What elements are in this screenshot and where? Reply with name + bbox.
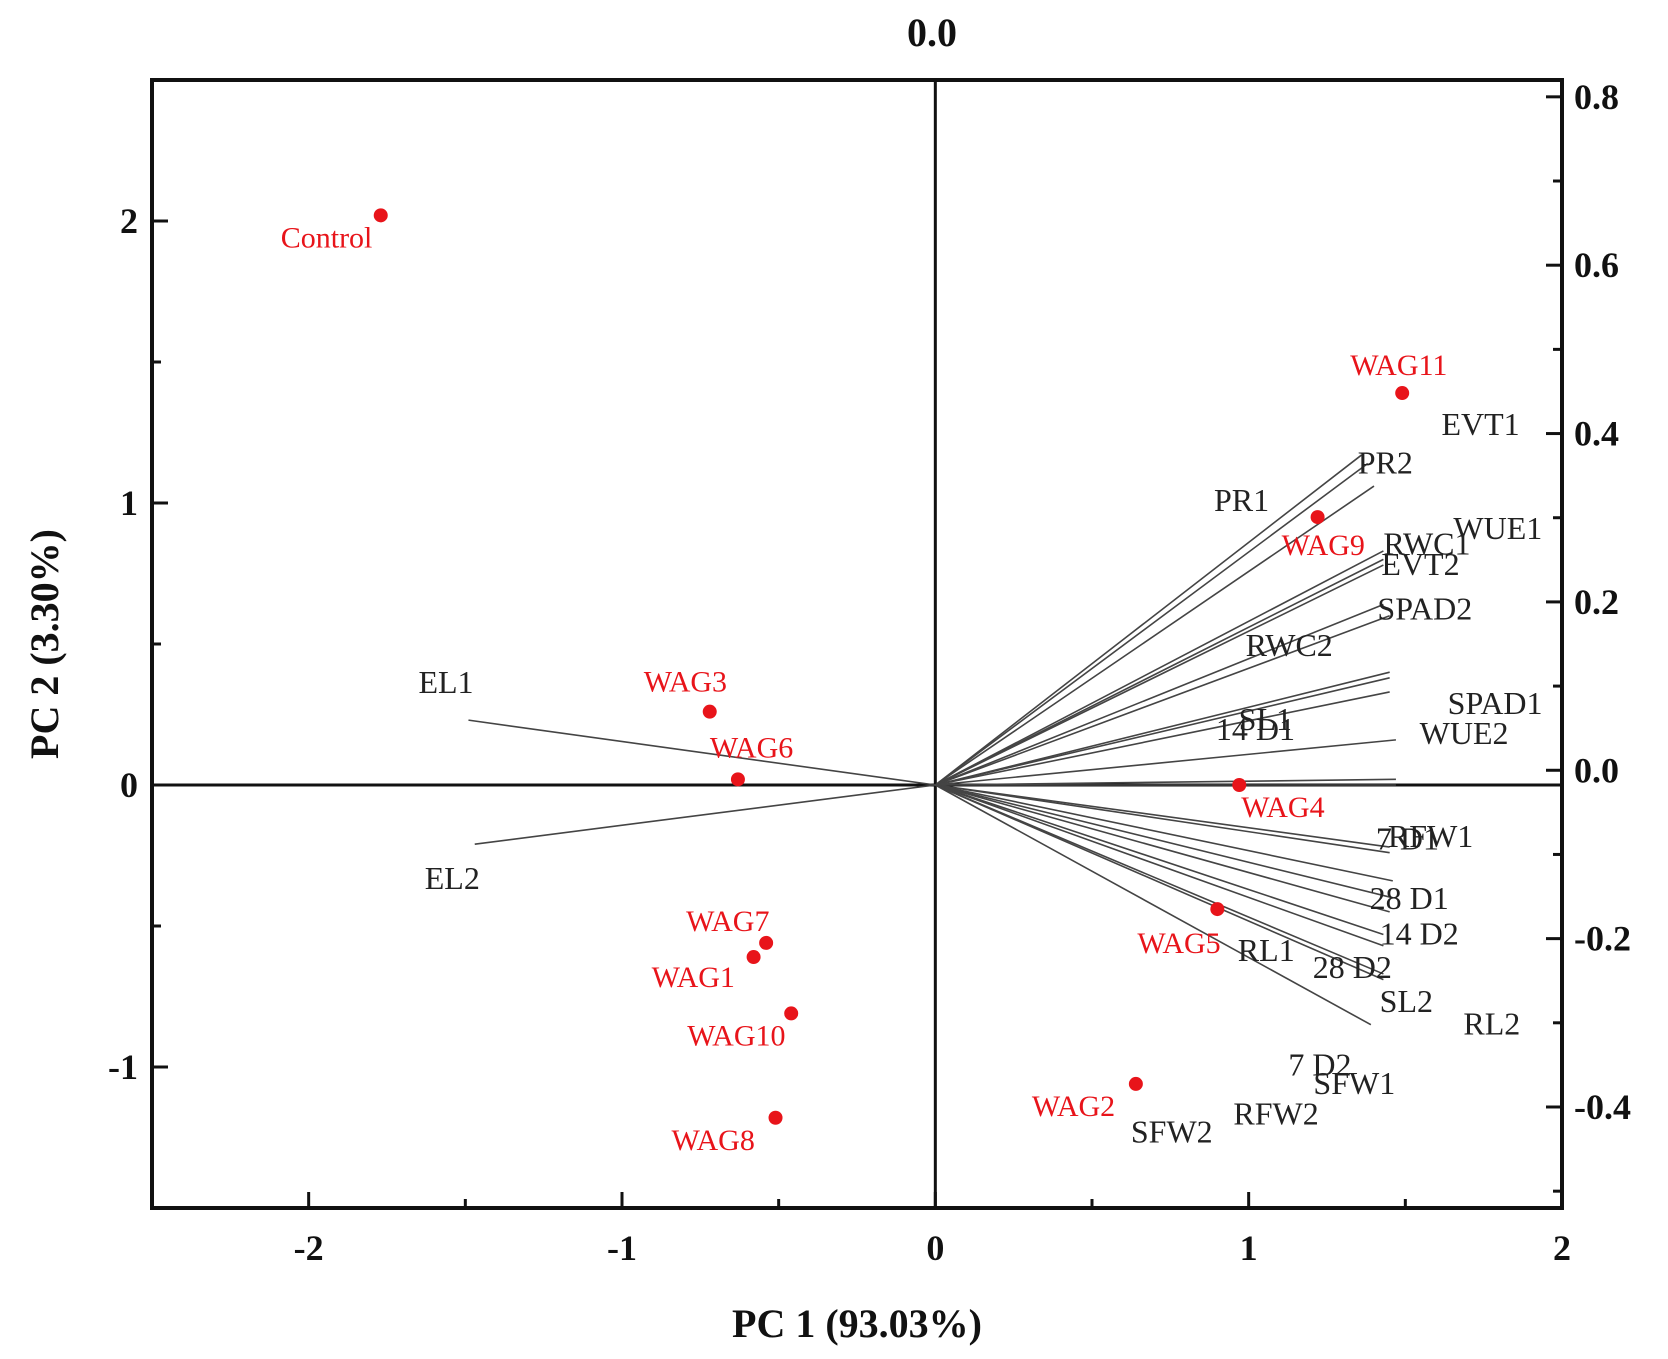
x-tick-label: 1 (1240, 1228, 1258, 1268)
loading-vector (935, 784, 1390, 913)
loading-label: 7 D2 (1288, 1047, 1351, 1083)
loading-label: 7 D1 (1376, 820, 1439, 856)
loading-label: PR1 (1214, 482, 1269, 518)
loading-label: RWC2 (1246, 627, 1333, 663)
y-tick-label: -1 (108, 1047, 138, 1087)
loading-label: 28 D1 (1370, 880, 1449, 916)
y2-tick-label: 0.8 (1574, 77, 1619, 117)
loading-vector (934, 550, 1384, 786)
data-point (1232, 778, 1247, 792)
loading-label: EVT2 (1381, 546, 1459, 582)
loading-vector (935, 784, 1393, 899)
loading-vector (934, 485, 1375, 786)
y-tick-label: 0 (120, 765, 138, 805)
x-tick-label: -2 (294, 1228, 324, 1268)
loading-vector (935, 784, 1384, 975)
data-point (759, 935, 774, 950)
loading-label: SL1 (1239, 701, 1292, 737)
loading-label: RFW2 (1233, 1096, 1318, 1132)
point-label: WAG10 (687, 1019, 785, 1052)
y2-tick-label: -0.2 (1574, 919, 1631, 959)
loading-vector (935, 784, 1393, 882)
y2-tick-label: 0.6 (1574, 245, 1619, 285)
loading-vector (935, 784, 1390, 848)
loading-label: RL1 (1238, 932, 1295, 968)
data-point (768, 1110, 783, 1125)
loading-label: EL2 (425, 860, 480, 896)
loading-label: EVT1 (1441, 406, 1519, 442)
loading-vector (935, 615, 1390, 786)
data-point (746, 950, 761, 965)
loading-vector (934, 558, 1384, 786)
loading-label: SFW2 (1131, 1114, 1213, 1150)
point-label: WAG2 (1032, 1090, 1115, 1123)
data-point (1128, 1076, 1143, 1091)
point-label: WAG5 (1137, 927, 1220, 960)
loading-vector (934, 564, 1384, 786)
point-label: WAG4 (1241, 791, 1324, 824)
y2-tick-label: 0.0 (1574, 750, 1619, 790)
loading-label: SFW1 (1313, 1065, 1395, 1101)
loading-label: EL1 (418, 664, 473, 700)
loading-vector (468, 719, 936, 786)
loading-label: 28 D2 (1313, 949, 1392, 985)
data-point (1210, 902, 1225, 917)
x-tick-label: -1 (607, 1228, 637, 1268)
data-point (373, 208, 388, 223)
point-label: WAG1 (652, 961, 735, 994)
x-tick-label: 0 (926, 1228, 944, 1268)
y2-tick-label: -0.4 (1574, 1087, 1631, 1127)
top-axis-label: 0.0 (907, 10, 957, 55)
data-point (730, 772, 745, 787)
y-tick-label: 2 (120, 201, 138, 241)
loading-vector (935, 603, 1384, 786)
data-point (702, 704, 717, 719)
loading-vector (474, 784, 936, 846)
point-label: WAG7 (686, 905, 769, 938)
y-tick-label: 1 (120, 483, 138, 523)
loading-vector (935, 671, 1390, 786)
loading-label: SL2 (1380, 983, 1433, 1019)
loading-vector (935, 691, 1390, 786)
loading-label: WUE2 (1420, 715, 1509, 751)
point-label: WAG3 (644, 666, 727, 699)
loading-vector (935, 784, 1390, 854)
loading-vector (935, 784, 1384, 981)
loading-vector (934, 462, 1369, 786)
loading-label: RWC1 (1383, 525, 1470, 561)
loading-label: SPAD2 (1377, 591, 1472, 627)
loading-label: RFW1 (1388, 818, 1473, 854)
loading-vector (935, 677, 1390, 786)
data-point (1310, 510, 1325, 525)
point-label: Control (281, 221, 373, 254)
loading-label: WUE1 (1453, 510, 1542, 546)
loading-label: RL2 (1463, 1005, 1520, 1041)
loading-vector (935, 778, 1396, 786)
loading-vector (935, 739, 1397, 786)
point-label: WAG9 (1282, 529, 1365, 562)
y2-tick-label: 0.2 (1574, 582, 1619, 622)
x-axis-title: PC 1 (93.03%) (732, 1301, 982, 1346)
point-label: WAG11 (1350, 349, 1447, 382)
y-axis-title: PC 2 (3.30%) (22, 529, 67, 759)
y2-tick-label: 0.4 (1574, 414, 1619, 454)
x-tick-label: 2 (1553, 1228, 1571, 1268)
loading-label: 14 D2 (1380, 916, 1459, 952)
loading-vector (935, 784, 1384, 947)
data-point (1395, 386, 1410, 401)
loading-vector (935, 784, 1384, 936)
loading-vector (934, 454, 1362, 786)
data-point (784, 1006, 799, 1021)
point-label: WAG6 (710, 731, 793, 764)
loading-label: SPAD1 (1448, 685, 1543, 721)
point-label: WAG8 (672, 1124, 755, 1157)
loading-label: PR2 (1358, 445, 1413, 481)
loading-vector (934, 784, 1372, 1026)
loading-label: 14 D1 (1216, 711, 1295, 747)
